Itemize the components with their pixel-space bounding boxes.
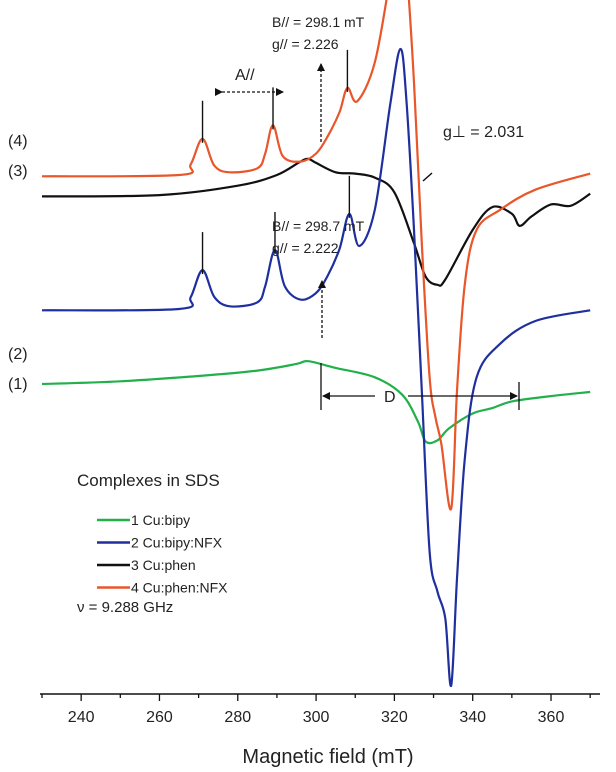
legend-entry-1: 1 Cu:bipy bbox=[131, 512, 190, 528]
x-axis-label: Magnetic field (mT) bbox=[242, 746, 413, 768]
x-axis: 240 260 280 300 320 340 360 bbox=[40, 693, 600, 726]
series-3-line bbox=[41, 157, 591, 287]
g-perp-tick bbox=[422, 172, 433, 182]
x-tick-label-280: 280 bbox=[224, 709, 251, 726]
a-parallel-annotation: A// bbox=[215, 67, 284, 96]
legend-note: ν = 9.288 GHz bbox=[77, 599, 173, 616]
x-tick-label-320: 320 bbox=[381, 709, 408, 726]
g-perp-label: g⊥ = 2.031 bbox=[443, 124, 524, 141]
upper-g-value: g// = 2.226 bbox=[272, 36, 339, 52]
legend-entry-3: 3 Cu:phen bbox=[131, 557, 196, 573]
curve-label-3: (3) bbox=[8, 163, 28, 180]
legend-entry-4: 4 Cu:phen:NFX bbox=[131, 580, 228, 596]
series-2-line bbox=[41, 47, 591, 687]
x-tick-label-340: 340 bbox=[459, 709, 486, 726]
curve-labels: (4) (3) (2) (1) bbox=[8, 133, 28, 393]
series-curves bbox=[41, 0, 591, 687]
d-annotation: D bbox=[320, 363, 520, 410]
lower-field-annotation: B// = 298.7 mT g// = 2.222 bbox=[272, 218, 365, 338]
legend: Complexes in SDS 1 Cu:bipy 2 Cu:bipy:NFX 3… bbox=[77, 471, 228, 616]
lower-field-value: B// = 298.7 mT bbox=[272, 218, 365, 234]
x-tick-label-260: 260 bbox=[146, 709, 173, 726]
legend-title: Complexes in SDS bbox=[77, 471, 220, 490]
series-4-line bbox=[41, 0, 591, 511]
upper-field-value: B// = 298.1 mT bbox=[272, 14, 365, 30]
x-tick-label-360: 360 bbox=[538, 709, 565, 726]
series-1-line bbox=[41, 359, 591, 445]
lower-g-value: g// = 2.222 bbox=[272, 240, 339, 256]
upper-field-annotation: B// = 298.1 mT g// = 2.226 bbox=[272, 14, 365, 142]
x-tick-label-240: 240 bbox=[68, 709, 95, 726]
curve-label-2: (2) bbox=[8, 346, 28, 363]
a-parallel-label: A// bbox=[235, 67, 255, 84]
d-label: D bbox=[384, 389, 396, 406]
curve-label-1: (1) bbox=[8, 376, 28, 393]
g-perp-annotation: g⊥ = 2.031 bbox=[422, 124, 524, 182]
legend-entry-2: 2 Cu:bipy:NFX bbox=[131, 535, 223, 551]
legend-entries: 1 Cu:bipy 2 Cu:bipy:NFX 3 Cu:phen 4 Cu:phen… bbox=[97, 512, 228, 596]
x-tick-label-300: 300 bbox=[303, 709, 330, 726]
curve-label-4: (4) bbox=[8, 133, 28, 150]
